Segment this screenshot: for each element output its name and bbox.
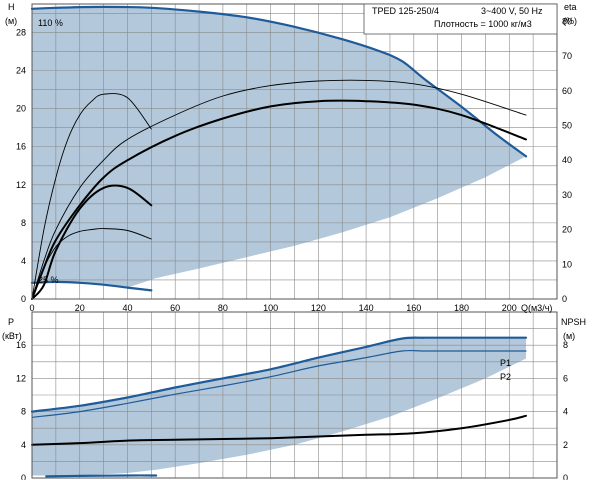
left-axis-title-p: P xyxy=(8,317,14,327)
legend-p2: P2 xyxy=(500,372,511,382)
header-model: TPED 125-250/4 xyxy=(372,6,439,16)
region-label-110: 110 % xyxy=(38,18,63,28)
npsh-tick-label: 4 xyxy=(563,407,568,417)
right-axis-title-eta: eta xyxy=(564,2,577,12)
x-tick-label: 80 xyxy=(218,303,228,313)
header-power: 3~400 V, 50 Hz xyxy=(481,6,543,16)
x-axis-label: Q(м3/ч) xyxy=(521,303,552,313)
h-tick-label: 12 xyxy=(16,180,26,190)
bottom-plot-frame xyxy=(31,311,558,479)
region-label-25: 25 % xyxy=(38,275,59,285)
curve-npsh xyxy=(31,414,527,446)
p-tick-label: 16 xyxy=(16,340,26,350)
eta-tick-label: 20 xyxy=(562,225,572,235)
eta-tick-label: 10 xyxy=(562,259,572,269)
curve-eta_low_thick xyxy=(31,184,153,300)
eta-tick-label: 70 xyxy=(562,51,572,61)
p-tick-label: 8 xyxy=(21,407,26,417)
curve-P1 xyxy=(30,336,528,413)
left-axis-unit-p: (кВт) xyxy=(2,331,22,341)
top-curves xyxy=(30,5,528,300)
npsh-tick-label: 6 xyxy=(563,373,568,383)
npsh-tick-label: 8 xyxy=(563,340,568,350)
right-axis-unit-npsh: (м) xyxy=(563,331,575,341)
curve-p_low xyxy=(45,474,158,478)
header-box xyxy=(363,3,558,35)
x-tick-label: 180 xyxy=(454,303,469,313)
p-tick-label: 12 xyxy=(16,373,26,383)
x-tick-label: 160 xyxy=(406,303,421,313)
eta-tick-label: 60 xyxy=(562,86,572,96)
curve-P2 xyxy=(31,349,527,418)
p-tick-label: 4 xyxy=(21,440,26,450)
h-tick-label: 4 xyxy=(21,256,26,266)
left-axis-title-h: H xyxy=(8,2,15,12)
eta-tick-label: 80 xyxy=(562,16,572,26)
eta-tick-label: 50 xyxy=(562,120,572,130)
h-tick-label: 28 xyxy=(16,28,26,38)
curve-h_min xyxy=(30,280,153,292)
eta-tick-label: 30 xyxy=(562,190,572,200)
x-tick-label: 0 xyxy=(29,303,34,313)
header-density: Плотность = 1000 кг/м3 xyxy=(434,19,532,29)
right-axis-title-npsh: NPSH xyxy=(561,317,586,327)
h-tick-label: 24 xyxy=(16,66,26,76)
p-tick-label: 0 xyxy=(21,473,26,480)
eta-tick-label: 40 xyxy=(562,155,572,165)
legend-p1: P1 xyxy=(500,358,511,368)
top-plot-frame xyxy=(31,3,558,300)
h-tick-label: 16 xyxy=(16,142,26,152)
x-tick-label: 120 xyxy=(311,303,326,313)
x-tick-label: 20 xyxy=(75,303,85,313)
x-tick-label: 140 xyxy=(359,303,374,313)
bottom-curves xyxy=(30,336,528,478)
x-tick-label: 100 xyxy=(263,303,278,313)
curve-eta_op xyxy=(31,99,527,300)
x-tick-label: 200 xyxy=(502,303,517,313)
tick-labels: 0 20 40 60 80 100 120 140 160 180 2000481216202428… xyxy=(16,16,572,480)
npsh-tick-label: 2 xyxy=(563,440,568,450)
bottom-grid xyxy=(31,311,558,479)
right-axis-unit-eta: (%) xyxy=(563,16,577,26)
operating-region-top xyxy=(32,6,526,288)
npsh-tick-label: 0 xyxy=(563,473,568,480)
h-tick-label: 20 xyxy=(16,104,26,114)
x-tick-label: 40 xyxy=(122,303,132,313)
curve-h_max xyxy=(30,5,528,158)
left-axis-unit-h: (м) xyxy=(5,16,17,26)
curve-eta_low xyxy=(31,93,152,300)
top-operating-region xyxy=(32,6,526,288)
eta-tick-label: 0 xyxy=(562,294,567,304)
h-tick-label: 8 xyxy=(21,218,26,228)
h-tick-label: 0 xyxy=(21,294,26,304)
x-tick-label: 60 xyxy=(170,303,180,313)
curve-eta_max xyxy=(31,79,527,300)
